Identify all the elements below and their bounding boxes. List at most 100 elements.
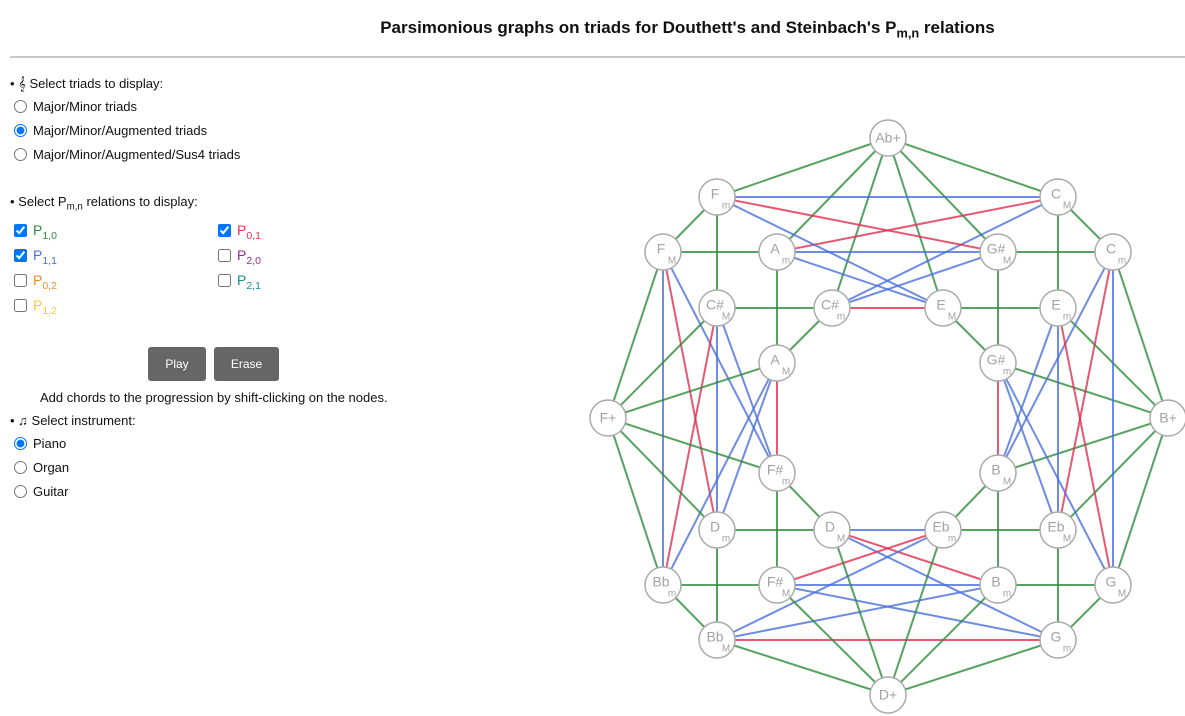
edge — [997, 417, 1169, 474]
radio-option[interactable]: Organ — [14, 460, 69, 475]
radio[interactable] — [14, 485, 27, 498]
relation-option[interactable]: P1,2 — [14, 297, 57, 317]
relation-name: P — [237, 247, 247, 263]
section-heading: • ♫ Select instrument: — [10, 413, 136, 428]
hint: Add chords to the progression by shift-c… — [40, 390, 388, 405]
button[interactable]: Play — [148, 347, 206, 381]
edge — [997, 251, 1114, 474]
node — [1039, 621, 1077, 659]
relation-option[interactable]: P2,0 — [218, 247, 261, 267]
edge — [716, 639, 889, 696]
checkbox[interactable] — [14, 249, 27, 262]
node — [698, 289, 736, 327]
node-sub: M — [782, 367, 790, 378]
radio[interactable] — [14, 100, 27, 113]
node — [1039, 178, 1077, 216]
node — [924, 511, 962, 549]
edge — [776, 196, 1059, 253]
relation-option[interactable]: P1,1 — [14, 247, 57, 267]
radio-option[interactable]: Major/Minor/Augmented triads — [14, 123, 207, 138]
relation-option[interactable]: P0,1 — [218, 222, 261, 242]
edge — [776, 251, 944, 309]
edge — [607, 251, 664, 419]
radio[interactable] — [14, 461, 27, 474]
radio[interactable] — [14, 124, 27, 137]
node-sub: M — [782, 589, 790, 600]
heading-sub: m,n — [66, 201, 83, 213]
title-sub: m,n — [896, 25, 920, 41]
radio-option[interactable]: Guitar — [14, 484, 68, 499]
title-text: Parsimonious graphs on triads for Douthe… — [380, 18, 897, 37]
relation-name: P — [33, 297, 43, 313]
node-sub: m — [1118, 256, 1126, 267]
node-label: F# — [767, 462, 784, 478]
node-sub: m — [1003, 367, 1011, 378]
radio[interactable] — [14, 148, 27, 161]
node — [1094, 233, 1132, 271]
edge — [776, 529, 944, 586]
relation-option[interactable]: P0,2 — [14, 272, 57, 292]
node-sub: M — [837, 534, 845, 545]
radio-label: Major/Minor/Augmented triads — [33, 123, 208, 138]
radio-label: Organ — [33, 460, 70, 475]
radio-option[interactable]: Major/Minor triads — [14, 99, 137, 114]
node-sub: m — [782, 477, 790, 488]
edge — [1112, 417, 1169, 586]
edge — [716, 196, 944, 309]
node-label: D — [825, 519, 835, 535]
edge — [887, 584, 999, 696]
node-label: G# — [987, 352, 1006, 368]
radio-option[interactable]: Major/Minor/Augmented/Sus4 triads — [14, 147, 240, 162]
node — [1039, 511, 1077, 549]
node — [869, 119, 907, 157]
node-label: D+ — [879, 687, 897, 703]
relation-option[interactable]: P1,0 — [14, 222, 57, 242]
node-sub: M — [722, 644, 730, 655]
heading-text: Select instrument: — [31, 413, 136, 428]
edge — [776, 584, 889, 696]
node-label: F — [711, 186, 720, 202]
node — [979, 233, 1017, 271]
edge — [662, 362, 778, 586]
node-label: C# — [706, 297, 724, 313]
relation-option[interactable]: P2,1 — [218, 272, 261, 292]
node — [758, 344, 796, 382]
node — [924, 289, 962, 327]
radio[interactable] — [14, 437, 27, 450]
checkbox[interactable] — [218, 274, 231, 287]
node — [698, 511, 736, 549]
node — [813, 289, 851, 327]
node-label: B+ — [1159, 410, 1177, 426]
edge — [776, 584, 1059, 641]
edge — [1112, 251, 1169, 419]
node-label: B — [991, 462, 1000, 478]
edge — [716, 529, 944, 641]
node-label: D — [710, 519, 720, 535]
edge — [1057, 251, 1114, 531]
heading-text: Select triads to display: — [29, 76, 164, 91]
radio-option[interactable]: Piano — [14, 436, 66, 451]
edge — [831, 529, 889, 696]
radio-label: Guitar — [33, 484, 69, 499]
checkbox[interactable] — [218, 224, 231, 237]
relation-sub: 2,0 — [246, 254, 261, 267]
radio-label: Major/Minor triads — [33, 99, 138, 114]
node — [644, 233, 682, 271]
node — [758, 454, 796, 492]
divider — [10, 56, 1185, 58]
checkbox[interactable] — [14, 299, 27, 312]
section-heading: • Select Pm,n relations to display: — [10, 194, 198, 213]
node-label: A — [770, 352, 780, 368]
checkbox[interactable] — [14, 274, 27, 287]
node-label: Ab+ — [875, 130, 900, 146]
checkbox[interactable] — [14, 224, 27, 237]
edge — [887, 137, 999, 253]
node-sub: M — [948, 312, 956, 323]
node-label: E — [936, 297, 945, 313]
checkbox[interactable] — [218, 249, 231, 262]
edge — [831, 137, 889, 309]
button[interactable]: Erase — [214, 347, 279, 381]
relation-name: P — [237, 272, 247, 288]
edge — [887, 529, 944, 696]
relation-sub: 2,1 — [246, 279, 261, 292]
